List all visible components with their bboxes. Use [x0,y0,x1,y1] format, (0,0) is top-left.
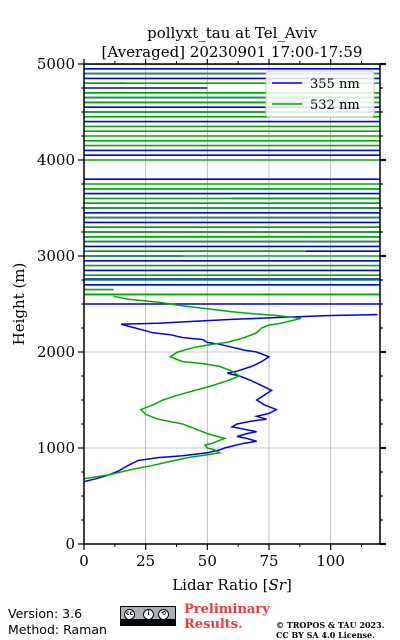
y-axis-label: Height (m) [10,263,28,346]
x-tick-label: 25 [136,552,155,570]
copyright-line-2: CC BY SA 4.0 License. [276,630,375,640]
lidar-ratio-chart: pollyxt_tau at Tel_Aviv [Averaged] 20230… [10,24,386,594]
y-tick-label: 5000 [37,55,75,73]
chart-title: pollyxt_tau at Tel_Aviv [147,24,317,42]
chart-subtitle: [Averaged] 20230901 17:00-17:59 [102,43,363,61]
footer-info: Version: 3.6 Method: Raman [8,606,107,638]
cc-badge-strip [121,619,175,625]
y-tick-label: 4000 [37,151,75,169]
copyright-notice: © TROPOS & TAU 2023. CC BY SA 4.0 Licens… [276,620,384,640]
copyright-line-1: © TROPOS & TAU 2023. [276,620,385,630]
y-tick-label: 1000 [37,439,75,457]
preliminary-line-2: Results. [184,617,243,632]
legend-label-532: 532 nm [310,98,360,113]
method-text: Method: Raman [8,622,107,637]
x-tick-label: 75 [259,552,278,570]
legend: 355 nm 532 nm [265,70,375,118]
y-tick-label: 0 [65,535,75,553]
version-text: Version: 3.6 [8,606,83,621]
y-tick-label: 2000 [37,343,75,361]
x-tick-label: 100 [316,552,345,570]
y-tick-label: 3000 [37,247,75,265]
x-tick-label: 50 [198,552,217,570]
series-line-0 [84,313,378,483]
x-axis-label: Lidar Ratio [Sr] [172,576,292,594]
preliminary-notice: Preliminary Results. [184,602,270,632]
legend-label-355: 355 nm [310,77,360,92]
x-tick-label: 0 [79,552,89,570]
series-line-1 [84,295,302,480]
cc-license-badge: cc i ⟲ [120,606,176,626]
preliminary-line-1: Preliminary [184,602,270,617]
series-layer [84,64,380,483]
series-1 [84,64,380,480]
